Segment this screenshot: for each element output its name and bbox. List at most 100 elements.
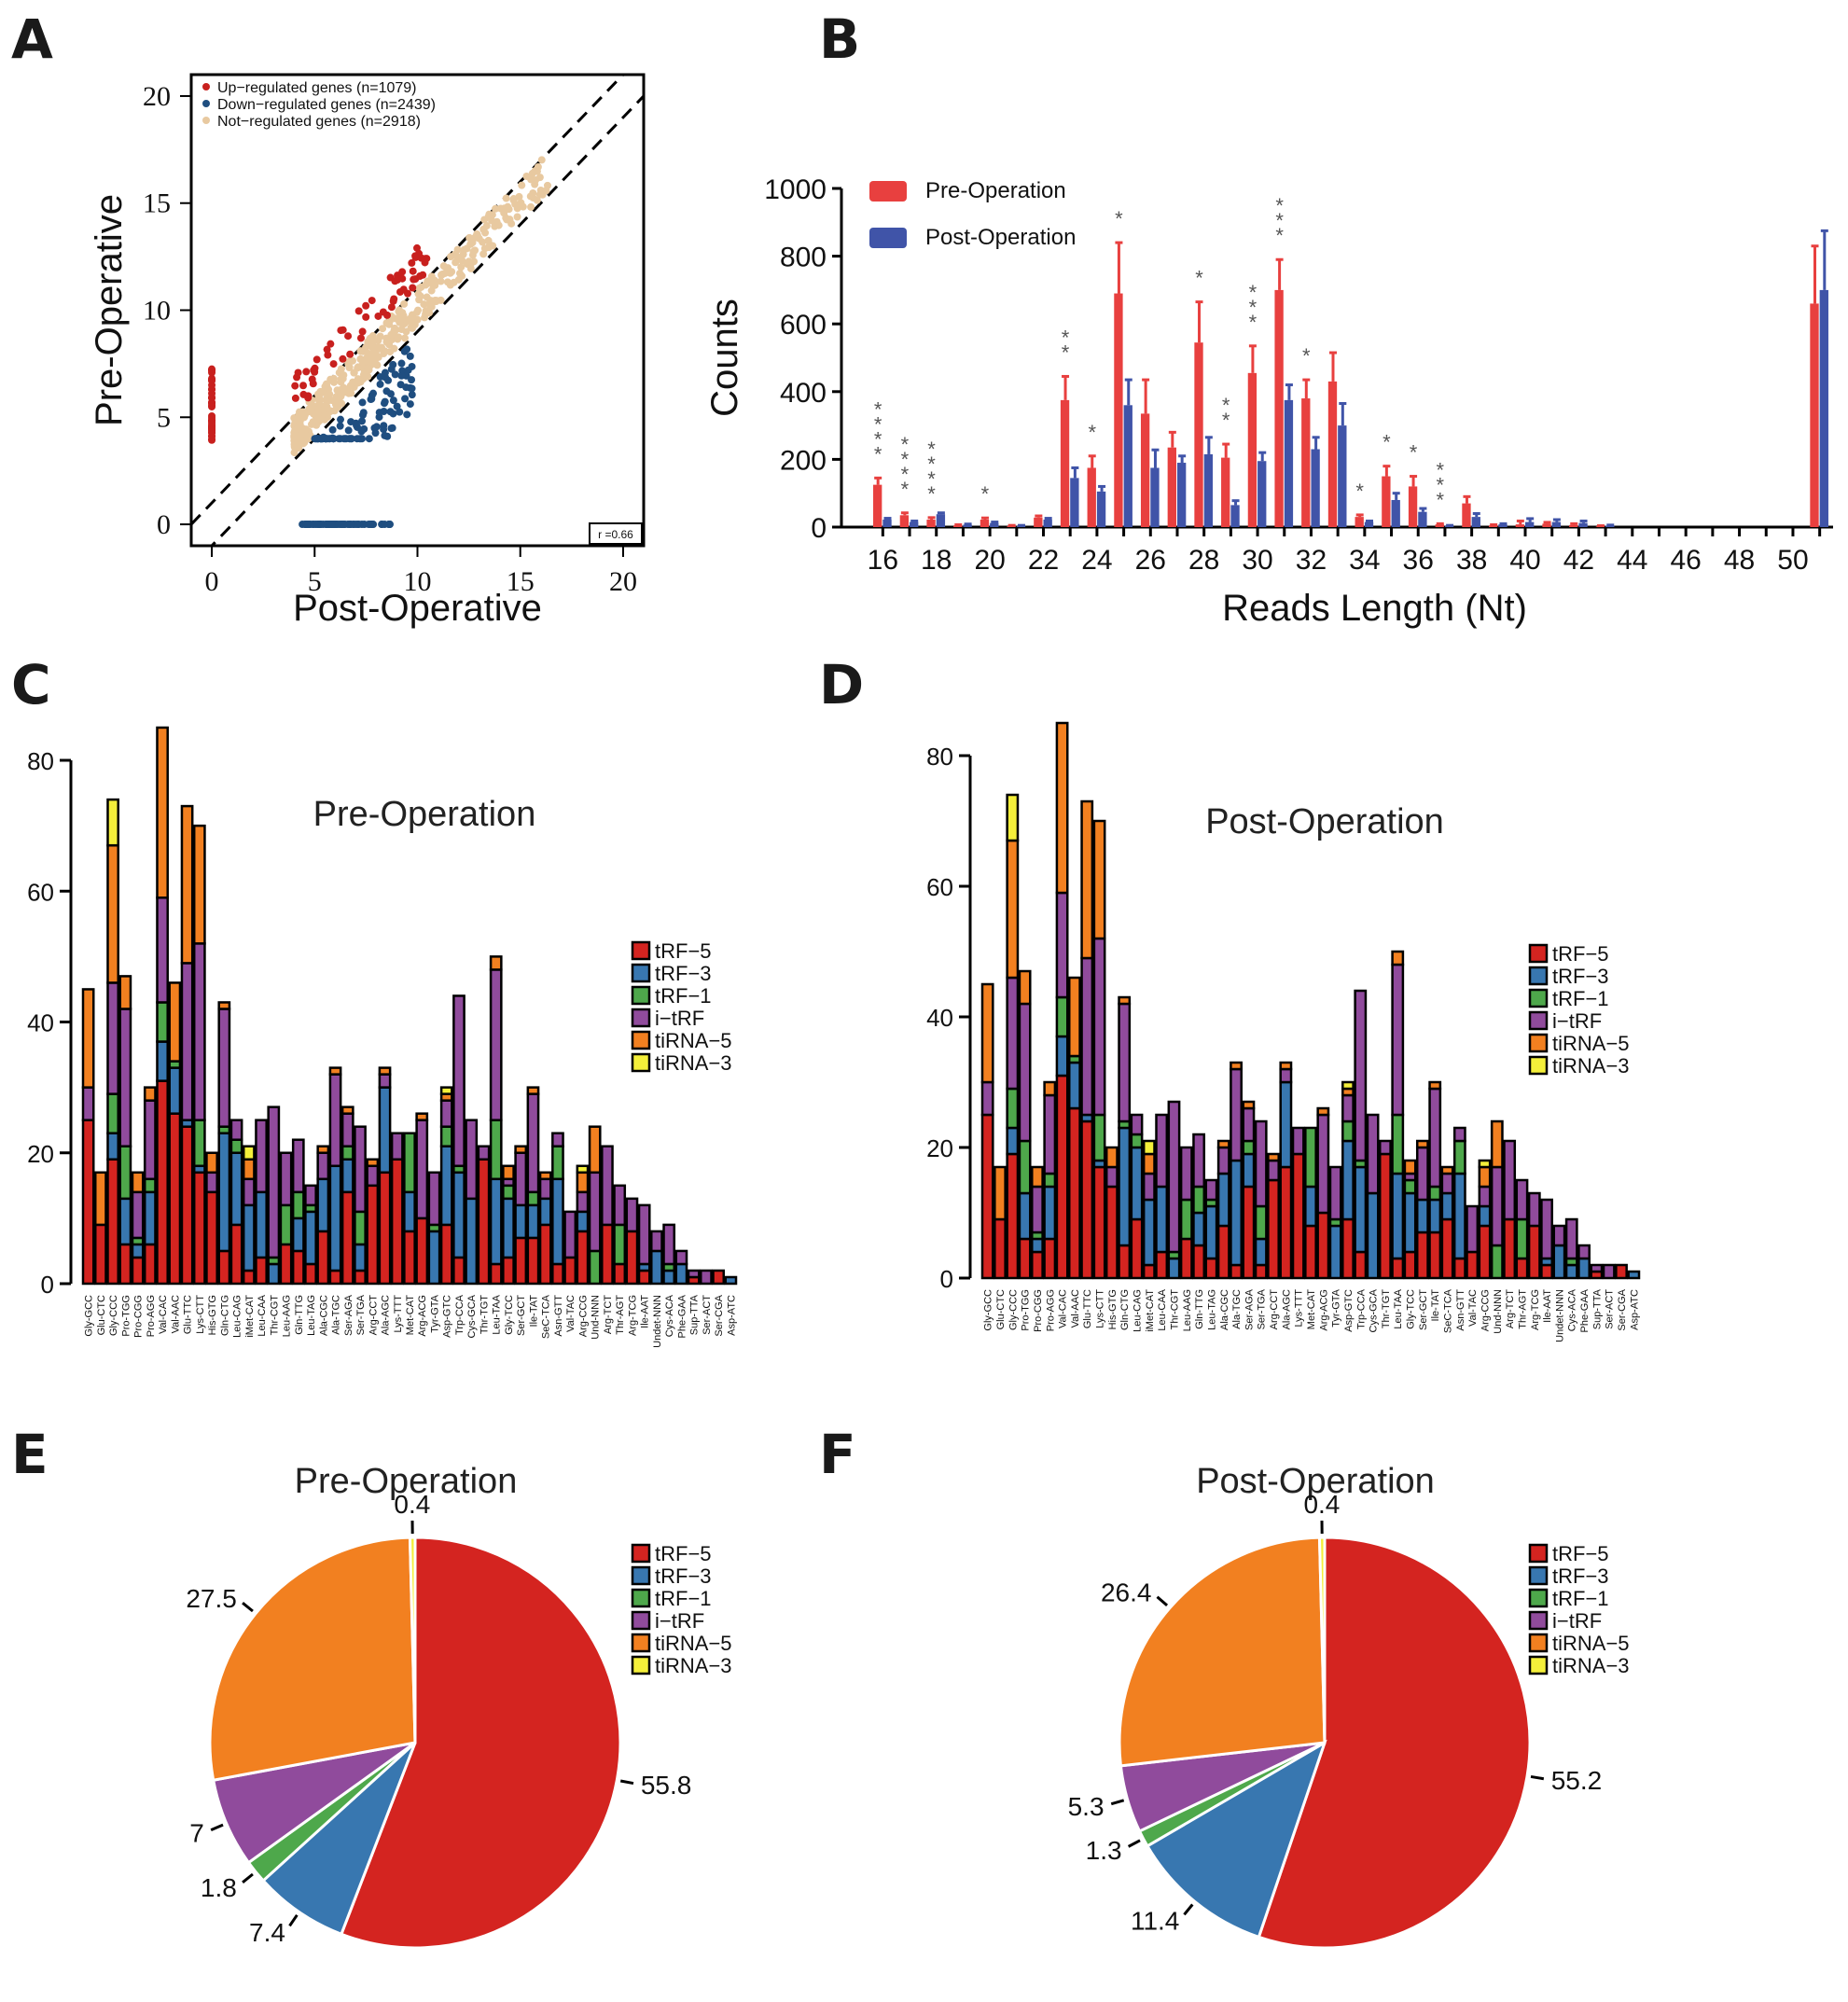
stack-segment-4 [1105,1146,1119,1169]
x-tick-label: Arg-CCG [577,1295,589,1337]
x-tick-label: Ser-TGA [1257,1288,1268,1329]
stack-segment-0 [291,1249,305,1286]
scatter-point-up [354,307,363,315]
scatter-point-not-regulated [329,374,338,382]
scatter-point-not-regulated [527,202,535,211]
legend-label: Down−regulated genes (n=2439) [217,97,436,113]
scatter-point-up [304,392,313,400]
stack-segment-2 [1242,1139,1256,1156]
significance-marker: * [1302,344,1311,368]
scatter-point-not-regulated [380,350,388,358]
x-tick-label: 20 [974,545,1005,576]
significance-marker: * [874,397,882,421]
stack-segment-3 [1006,976,1020,1091]
legend-label: Pre-Operation [925,178,1066,203]
scatter-point-not-regulated [452,258,460,267]
significance-marker: * [1275,209,1284,232]
x-tick-label: Asp-ATC [726,1295,737,1336]
significance-marker: * [901,448,910,471]
scatter-point-down [382,387,391,396]
scatter-point-down [358,398,367,407]
x-tick-label: 24 [1081,545,1112,576]
stack-segment-4 [205,1151,218,1175]
bar-pre [1569,524,1578,527]
bar-pre [1060,399,1070,527]
stack-segment-4 [1478,1165,1492,1189]
legend-swatch [1528,1543,1549,1564]
stack-segment-0 [1179,1237,1193,1280]
stack-segment-3 [267,1105,281,1259]
stack-segment-1 [242,1203,256,1272]
scatter-point-not-regulated [382,319,391,327]
scatter-point-down [317,435,326,443]
significance-marker: * [901,478,910,501]
scatter-point-down [403,410,411,419]
legend-swatch [631,1655,651,1675]
stack-segment-1 [1242,1152,1256,1189]
scatter-point-down [347,435,355,443]
stack-segment-3 [1179,1146,1193,1202]
stack-segment-1 [1577,1257,1591,1280]
bar-post [1203,453,1214,527]
legend-label: tiRNA−3 [655,1051,732,1075]
scatter-point-up [356,334,365,342]
stack-segment-4 [489,955,503,971]
scatter-point-up [208,365,216,373]
significance-marker: * [1275,224,1284,247]
legend-label: tRF−5 [655,939,712,963]
stack-segment-4 [1242,1100,1256,1110]
scatter-point-not-regulated [301,410,310,419]
x-tick-label: 50 [1777,545,1808,576]
stack-segment-5 [1478,1159,1492,1169]
y-tick-label: 5 [157,402,171,433]
stack-segment-3 [526,1092,540,1194]
scatter-point-not-regulated [315,390,324,398]
stack-segment-3 [980,1080,994,1117]
stack-segment-3 [1204,1178,1218,1202]
stack-segment-0 [1130,1217,1144,1280]
stack-segment-3 [601,1145,614,1227]
stack-segment-1 [1031,1237,1044,1254]
scatter-point-down [393,402,401,410]
stack-segment-1 [489,1177,503,1266]
x-tick-label: Sup-TTA [689,1294,701,1335]
stack-segment-1 [551,1177,564,1266]
legend-swatch [1528,966,1549,986]
stack-segment-0 [1415,1230,1429,1280]
scatter-point-up [368,297,376,305]
stack-segment-0 [81,1119,95,1286]
stack-segment-1 [1354,1165,1368,1254]
stack-segment-3 [687,1269,701,1279]
bar-pre [953,525,963,527]
stack-segment-1 [1452,1172,1466,1260]
scatter-point-down [358,410,367,419]
x-tick-label: 18 [921,545,952,576]
stack-segment-4 [217,1001,231,1010]
chart-title: Post-Operation [1196,1462,1435,1501]
stack-segment-4 [118,975,132,1010]
stack-segment-0 [1031,1250,1044,1280]
slice-leader-line [1110,1799,1125,1806]
scatter-point-not-regulated [364,364,372,372]
stack-segment-1 [1279,1080,1293,1169]
legend-label: i−tRF [655,1007,704,1030]
scatter-point-not-regulated [300,429,309,438]
stack-segment-4 [378,1066,392,1076]
stack-segment-0 [1067,1106,1081,1280]
scatter-point-not-regulated [318,415,327,424]
bar-pre [1408,486,1418,527]
x-tick-label: Lys-TTT [393,1295,404,1333]
scatter-point-up [339,355,347,363]
stack-segment-1 [1216,1172,1230,1228]
slice-value-label: 26.4 [1101,1578,1152,1606]
stack-segment-0 [1230,1263,1243,1280]
stack-segment-3 [1242,1106,1256,1143]
scatter-point-not-regulated [459,250,467,258]
x-tick-label: Ala-AGC [381,1295,392,1335]
scatter-point-not-regulated [447,253,455,261]
stack-segment-1 [526,1203,540,1240]
bar-pre [1274,289,1284,527]
scatter-point-not-regulated [427,272,436,281]
stack-segment-2 [106,1092,119,1134]
x-tick-label: 16 [868,545,898,576]
